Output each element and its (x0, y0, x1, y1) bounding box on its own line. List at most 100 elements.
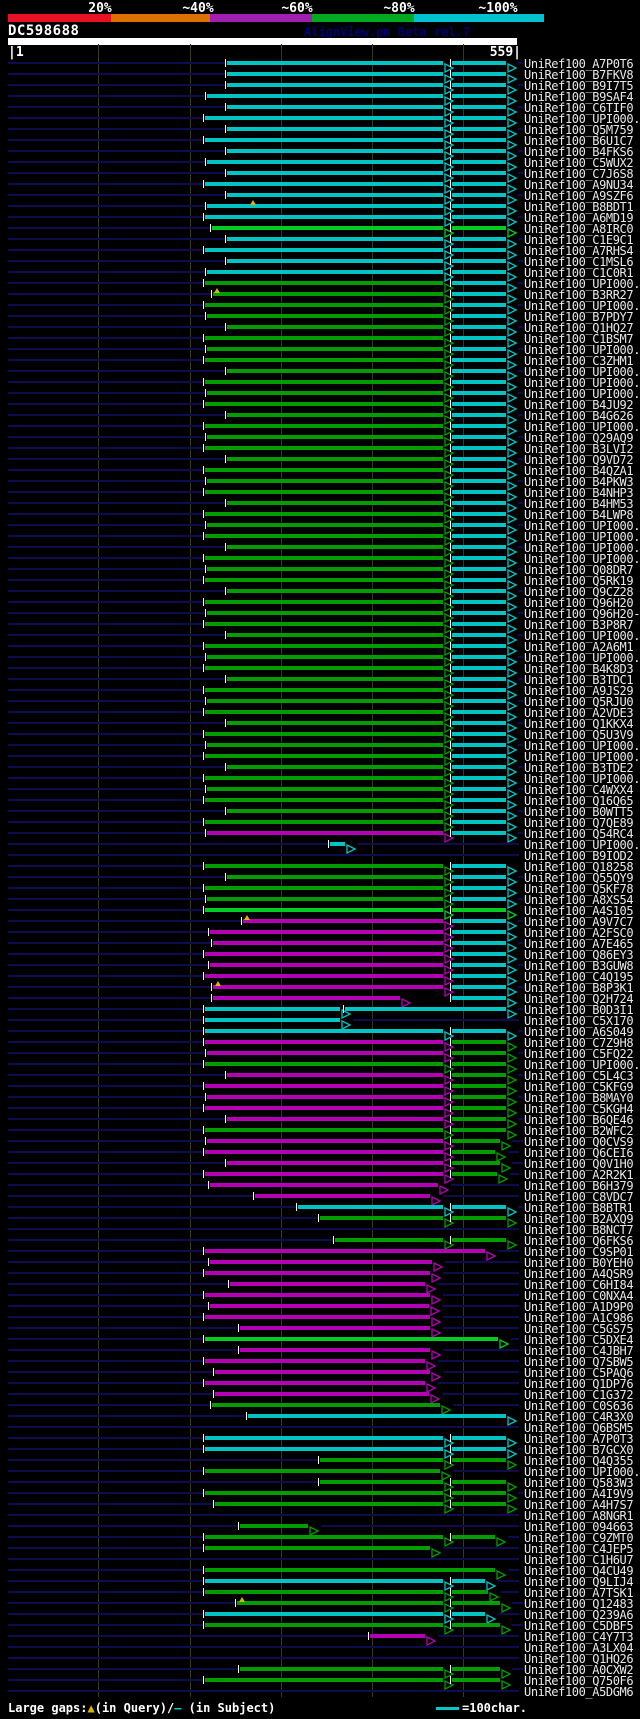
hsp-bar[interactable] (452, 1678, 500, 1682)
hsp-bar[interactable] (452, 259, 507, 263)
alignment-row[interactable]: UniRef100_A9JS29 (0, 684, 640, 701)
hsp-bar[interactable] (452, 281, 507, 285)
hsp-bar[interactable] (452, 1447, 507, 1451)
subject-label[interactable]: UniRef100_C6HI84 (524, 1278, 634, 1292)
hsp-bar[interactable] (205, 490, 444, 494)
hsp-bar[interactable] (226, 61, 444, 65)
alignment-row[interactable]: UniRef100_A9SZF6 (0, 189, 640, 206)
hsp-bar[interactable] (370, 1634, 425, 1638)
hsp-bar[interactable] (226, 325, 444, 329)
subject-label[interactable]: UniRef100_A7E465 (524, 937, 634, 951)
subject-label[interactable]: UniRef100_A8IRC0 (524, 222, 634, 236)
subject-label[interactable]: UniRef100_UPI000.. (524, 552, 640, 566)
alignment-row[interactable]: UniRef100_UPI000.. (0, 299, 640, 316)
subject-label[interactable]: UniRef100_Q18258 (524, 860, 634, 874)
hsp-bar[interactable] (452, 831, 507, 835)
subject-label[interactable]: UniRef100_B4PKW3 (524, 475, 634, 489)
hsp-bar[interactable] (452, 930, 507, 934)
hsp-bar[interactable] (205, 1084, 444, 1088)
subject-label[interactable]: UniRef100_Q1DP76 (524, 1377, 634, 1391)
alignment-row[interactable]: UniRef100_Q5U3V9 (0, 728, 640, 745)
subject-label[interactable]: UniRef100_B3TDC1 (524, 673, 634, 687)
hsp-bar[interactable] (205, 138, 444, 142)
hsp-bar[interactable] (226, 127, 444, 131)
subject-label[interactable]: UniRef100_Q0CVS9 (524, 1135, 634, 1149)
alignment-row[interactable]: UniRef100_UPI000.. (0, 530, 640, 547)
hsp-bar[interactable] (205, 1315, 431, 1319)
hsp-bar[interactable] (205, 380, 444, 384)
hsp-bar[interactable] (452, 864, 507, 868)
subject-label[interactable]: UniRef100_C1MSL6 (524, 255, 634, 269)
hsp-bar[interactable] (205, 1040, 444, 1044)
hsp-bar[interactable] (205, 578, 444, 582)
hsp-bar[interactable] (452, 633, 507, 637)
alignment-row[interactable]: UniRef100_C7Z9H8 (0, 1036, 640, 1053)
alignment-row[interactable]: UniRef100_A7P0T3 (0, 1432, 640, 1449)
hsp-bar[interactable] (206, 897, 444, 901)
hsp-bar[interactable] (205, 1381, 425, 1385)
hsp-bar[interactable] (226, 237, 444, 241)
hsp-bar[interactable] (452, 215, 507, 219)
subject-label[interactable]: UniRef100_B3RR27 (524, 288, 634, 302)
alignment-row[interactable]: UniRef100_C4JBH7 (0, 1344, 640, 1361)
hsp-bar[interactable] (226, 501, 444, 505)
alignment-row[interactable]: UniRef100_Q96H20 (0, 596, 640, 613)
alignment-row[interactable]: UniRef100_B4FKS6 (0, 145, 640, 162)
alignment-row[interactable]: UniRef100_UPI000.. (0, 376, 640, 393)
alignment-row[interactable]: UniRef100_Q7SBW5 (0, 1355, 640, 1372)
subject-label[interactable]: UniRef100_A4S105 (524, 904, 634, 918)
hsp-bar[interactable] (452, 699, 507, 703)
alignment-row[interactable]: UniRef100_C6TIF0 (0, 101, 640, 118)
hsp-bar[interactable] (452, 534, 507, 538)
subject-label[interactable]: UniRef100_Q86EY3 (524, 948, 634, 962)
hsp-bar[interactable] (255, 1194, 431, 1198)
hsp-bar[interactable] (206, 435, 444, 439)
alignment-row[interactable]: UniRef100_UPI000.. (0, 420, 640, 437)
alignment-row[interactable]: UniRef100_B8NCT7 (0, 1223, 640, 1237)
hsp-bar[interactable] (452, 83, 507, 87)
subject-label[interactable]: UniRef100_Q239A6 (524, 1608, 634, 1622)
hsp-bar[interactable] (226, 1161, 444, 1165)
hsp-bar[interactable] (452, 182, 507, 186)
hsp-bar[interactable] (452, 1139, 500, 1143)
subject-label[interactable]: UniRef100_Q9CZ28 (524, 585, 634, 599)
subject-label[interactable]: UniRef100_A8XS54 (524, 893, 634, 907)
hsp-bar[interactable] (452, 1205, 507, 1209)
subject-label[interactable]: UniRef100_B2AXQ9 (524, 1212, 634, 1226)
alignment-row[interactable]: UniRef100_Q86EY3 (0, 948, 640, 965)
hsp-bar[interactable] (452, 578, 507, 582)
hsp-bar[interactable] (452, 435, 507, 439)
subject-label[interactable]: UniRef100_Q0V1H0 (524, 1157, 634, 1171)
alignment-row[interactable]: UniRef100_UPI000.. (0, 739, 640, 756)
hsp-bar[interactable] (226, 171, 444, 175)
hsp-bar[interactable] (205, 402, 444, 406)
hsp-bar[interactable] (452, 743, 507, 747)
alignment-row[interactable]: UniRef100_UPI000.. (0, 541, 640, 558)
hsp-bar[interactable] (344, 1007, 507, 1011)
subject-label[interactable]: UniRef100_Q08DR7 (524, 563, 634, 577)
hsp-bar[interactable] (206, 743, 444, 747)
alignment-row[interactable]: UniRef100_A3LX04 (0, 1641, 640, 1655)
alignment-row[interactable]: UniRef100_A6S049 (0, 1025, 640, 1042)
alignment-row[interactable]: UniRef100_C9SP01 (0, 1245, 640, 1262)
alignment-row[interactable]: UniRef100_B4PKW3 (0, 475, 640, 492)
alignment-row[interactable]: UniRef100_Q54RC4 (0, 827, 640, 844)
hsp-bar[interactable] (205, 534, 444, 538)
alignment-row[interactable]: UniRef100_C4Y7T3 (0, 1630, 640, 1647)
hsp-bar[interactable] (206, 270, 444, 274)
alignment-row[interactable]: UniRef100_UPI000.. (0, 750, 640, 767)
alignment-row[interactable]: UniRef100_Q12483 (0, 1597, 640, 1614)
subject-label[interactable]: UniRef100_A7P0T3 (524, 1432, 634, 1446)
hsp-bar[interactable] (205, 1062, 444, 1066)
hsp-bar[interactable] (205, 1271, 431, 1275)
hsp-bar[interactable] (452, 754, 507, 758)
hsp-bar[interactable] (205, 710, 444, 714)
subject-label[interactable]: UniRef100_B6QE46 (524, 1113, 634, 1127)
hsp-bar[interactable] (206, 699, 444, 703)
hsp-bar[interactable] (452, 226, 507, 230)
subject-label[interactable]: UniRef100_C5GS75 (524, 1322, 634, 1336)
subject-label[interactable]: UniRef100_UPI000.. (524, 343, 640, 357)
hsp-bar[interactable] (452, 171, 507, 175)
alignment-row[interactable]: UniRef100_Q1HQ26 (0, 1652, 640, 1666)
alignment-row[interactable]: UniRef100_Q750F6 (0, 1674, 640, 1691)
